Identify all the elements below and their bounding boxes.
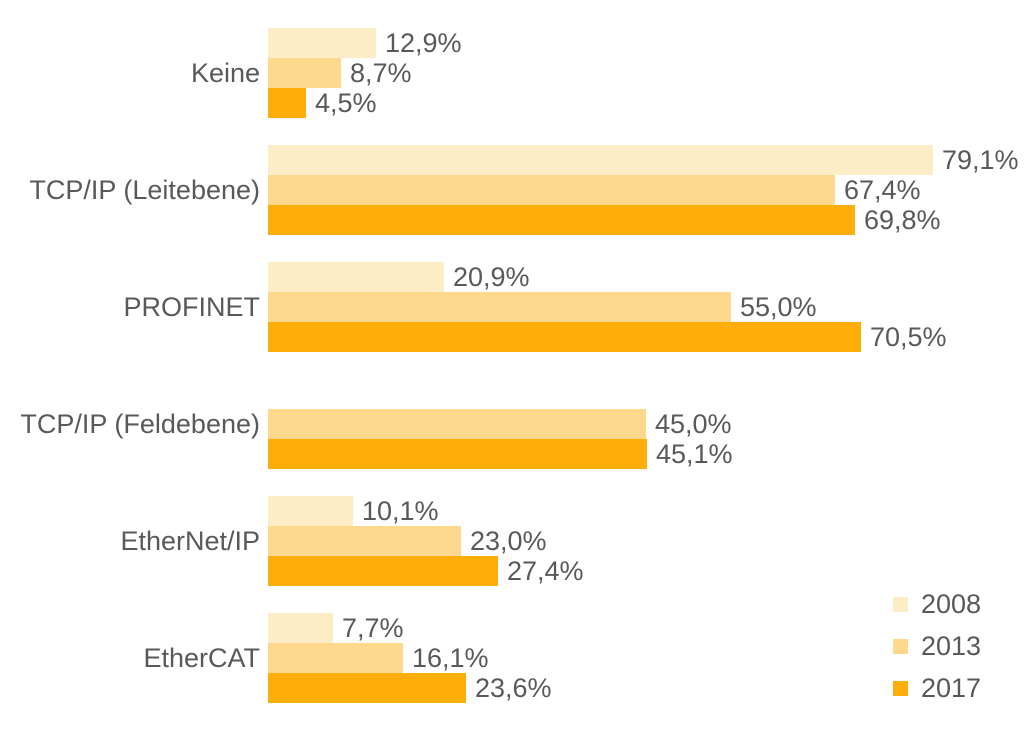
category-label: EtherNet/IP	[120, 525, 260, 556]
bar-2013	[268, 409, 646, 439]
bar-2008	[268, 28, 376, 58]
value-label: 12,9%	[385, 27, 462, 58]
value-label: 67,4%	[844, 174, 921, 205]
value-label: 4,5%	[315, 87, 377, 118]
bar-2013	[268, 292, 731, 322]
bar-2013	[268, 526, 461, 556]
category-label: TCP/IP (Feldebene)	[20, 408, 260, 439]
value-label: 7,7%	[342, 612, 404, 643]
value-label: 10,1%	[362, 495, 439, 526]
value-label: 23,6%	[475, 672, 552, 703]
value-label: 20,9%	[453, 261, 530, 292]
value-label: 16,1%	[412, 642, 489, 673]
bar-2017	[268, 556, 498, 586]
value-label: 8,7%	[350, 57, 412, 88]
bar-2013	[268, 643, 403, 673]
bar-2017	[268, 439, 647, 469]
bar-2013	[268, 58, 341, 88]
bar-2008	[268, 145, 933, 175]
bar-2017	[268, 205, 855, 235]
legend-swatch-icon	[893, 596, 908, 612]
legend-swatch-icon	[893, 680, 908, 696]
value-label: 23,0%	[470, 525, 547, 556]
value-label: 27,4%	[507, 555, 584, 586]
legend-entry-2013: 2013	[893, 625, 981, 667]
chart-legend: 2008 2013 2017	[893, 583, 981, 709]
category-label: TCP/IP (Leitebene)	[29, 174, 260, 205]
value-label: 69,8%	[864, 204, 941, 235]
bar-2008	[268, 262, 444, 292]
bar-2013	[268, 175, 835, 205]
value-label: 55,0%	[740, 291, 817, 322]
bar-2017	[268, 673, 466, 703]
bar-2017	[268, 322, 861, 352]
legend-entry-2008: 2008	[893, 583, 981, 625]
value-label: 79,1%	[942, 144, 1019, 175]
legend-label: 2008	[921, 588, 982, 619]
bar-2017	[268, 88, 306, 118]
category-label: PROFINET	[123, 291, 260, 322]
category-label: Keine	[190, 57, 260, 88]
legend-swatch-icon	[893, 638, 908, 654]
bar-2008	[268, 613, 333, 643]
category-label: EtherCAT	[143, 642, 260, 673]
value-label: 45,0%	[655, 408, 732, 439]
legend-label: 2013	[921, 630, 982, 661]
value-label: 45,1%	[656, 438, 733, 469]
legend-entry-2017: 2017	[893, 667, 981, 709]
bar-2008	[268, 496, 353, 526]
legend-label: 2017	[921, 672, 982, 703]
value-label: 70,5%	[870, 321, 947, 352]
